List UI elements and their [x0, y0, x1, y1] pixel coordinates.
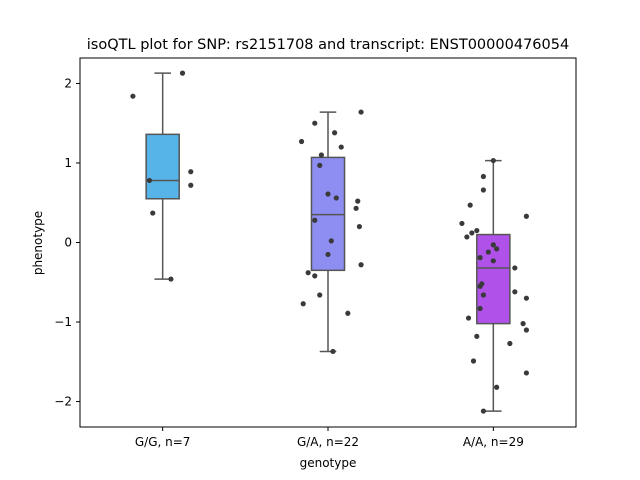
y-tick-label: 2: [64, 76, 72, 90]
data-point: [325, 251, 331, 258]
data-point: [494, 246, 500, 252]
data-point: [459, 220, 465, 227]
data-point: [317, 292, 323, 298]
data-point: [325, 191, 331, 197]
data-point: [520, 321, 526, 327]
data-point: [168, 276, 174, 282]
data-point: [469, 230, 475, 236]
y-tick-label: 0: [64, 236, 72, 250]
data-point: [300, 301, 306, 307]
data-point: [480, 292, 487, 298]
data-point: [523, 370, 530, 376]
data-point: [338, 144, 344, 150]
data-point: [305, 270, 311, 276]
y-axis: −2 −1 0 1 2: [54, 76, 80, 409]
data-point: [358, 262, 364, 268]
data-point: [523, 295, 530, 301]
data-point: [333, 195, 339, 201]
data-point: [490, 157, 496, 164]
data-point: [477, 305, 483, 312]
data-point: [318, 152, 324, 158]
box: [145, 133, 180, 200]
data-point: [465, 315, 472, 321]
data-point: [328, 238, 334, 244]
data-point: [467, 202, 473, 208]
data-point: [345, 310, 351, 316]
plot-area: [130, 70, 530, 414]
data-point: [523, 213, 530, 219]
data-point: [312, 273, 318, 279]
data-point: [512, 265, 518, 271]
data-point: [474, 333, 480, 339]
data-point: [188, 169, 194, 175]
data-point: [480, 187, 487, 193]
data-point: [146, 177, 153, 184]
data-point: [312, 120, 318, 126]
x-tick-label: G/G, n=7: [135, 435, 191, 449]
x-axis: G/G, n=7 G/A, n=22 A/A, n=29: [135, 427, 524, 449]
data-point: [356, 223, 363, 230]
data-point: [179, 70, 186, 76]
chart-title: isoQTL plot for SNP: rs2151708 and trans…: [87, 37, 569, 53]
data-point: [480, 173, 487, 180]
x-tick-label: A/A, n=29: [463, 435, 524, 449]
data-point: [353, 205, 359, 211]
data-point: [188, 182, 194, 188]
data-point: [332, 130, 338, 136]
data-point: [485, 249, 491, 255]
data-point: [512, 289, 518, 295]
y-tick-label: −2: [54, 395, 72, 409]
data-point: [477, 283, 483, 289]
y-tick-label: 1: [64, 156, 72, 170]
data-point: [507, 340, 513, 347]
y-axis-label: phenotype: [31, 211, 45, 275]
data-point: [150, 210, 156, 216]
data-point: [490, 242, 496, 248]
data-point: [494, 384, 500, 390]
data-point: [480, 408, 487, 414]
data-point: [464, 234, 470, 240]
points-group-3: [459, 157, 530, 414]
data-point: [474, 227, 480, 234]
data-point: [523, 327, 530, 333]
points-group-1: [130, 70, 194, 282]
x-tick-label: G/A, n=22: [297, 435, 359, 449]
data-point: [298, 138, 305, 145]
data-point: [470, 358, 477, 364]
y-tick-label: −1: [54, 315, 72, 329]
data-point: [130, 93, 136, 99]
box-group-2: [310, 111, 346, 353]
data-point: [490, 258, 496, 264]
data-point: [312, 217, 318, 223]
points-group-2: [298, 109, 364, 355]
data-point: [477, 255, 483, 261]
box: [310, 156, 346, 272]
data-point: [317, 162, 323, 168]
data-point: [330, 348, 336, 355]
x-axis-label: genotype: [300, 456, 357, 470]
data-point: [358, 109, 364, 115]
data-point: [355, 198, 361, 204]
box-group-1: [145, 72, 180, 280]
